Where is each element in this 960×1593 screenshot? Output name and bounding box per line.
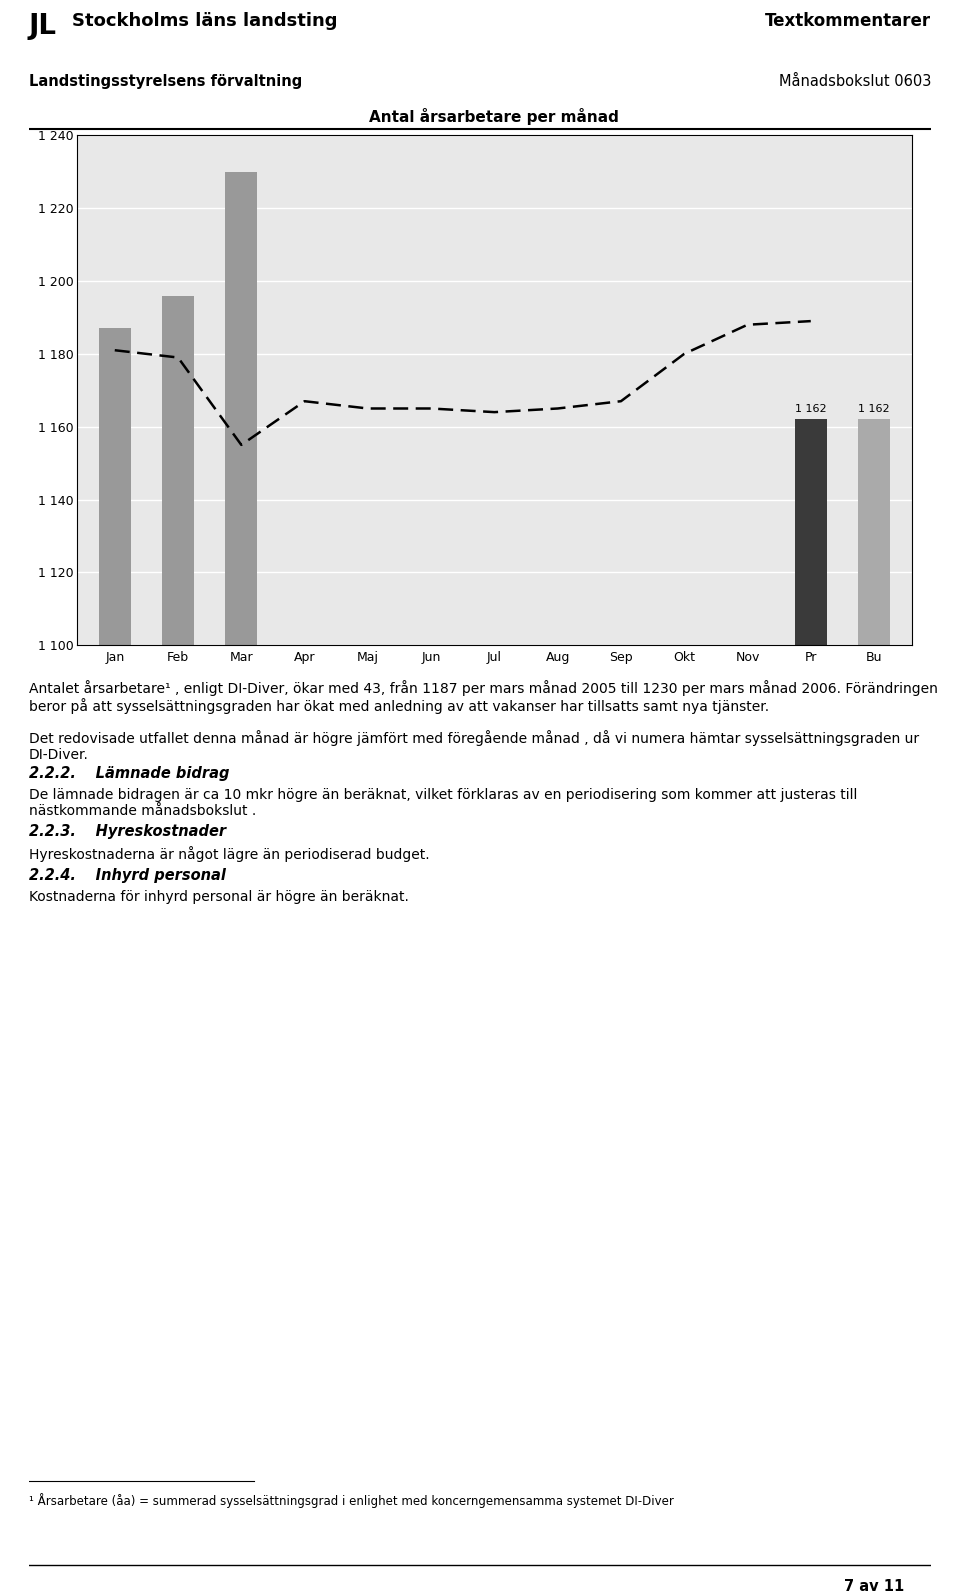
Bar — [99, 328, 131, 645]
Text: ¹ Årsarbetare (åa) = summerad sysselsättningsgrad i enlighet med koncerngemensam: ¹ Årsarbetare (åa) = summerad sysselsätt… — [29, 1493, 674, 1509]
Text: 7 av 11: 7 av 11 — [844, 1579, 904, 1593]
Bar — [858, 419, 890, 645]
Text: Det redovisade utfallet denna månad är högre jämfört med föregående månad , då v: Det redovisade utfallet denna månad är h… — [29, 730, 919, 761]
Text: Månadsbokslut 0603: Månadsbokslut 0603 — [779, 73, 931, 89]
Text: 2.2.2.  Lämnade bidrag: 2.2.2. Lämnade bidrag — [29, 766, 229, 781]
Text: 2.2.4.  Inhyrd personal: 2.2.4. Inhyrd personal — [29, 868, 226, 883]
Text: Hyreskostnaderna är något lägre än periodiserad budget.: Hyreskostnaderna är något lägre än perio… — [29, 846, 429, 862]
Text: JL: JL — [29, 11, 57, 40]
Text: 2.2.3.  Hyreskostnader: 2.2.3. Hyreskostnader — [29, 824, 226, 840]
Bar — [795, 419, 827, 645]
Text: 1 162: 1 162 — [795, 405, 827, 414]
Text: De lämnade bidragen är ca 10 mkr högre än beräknat, vilket förklaras av en perio: De lämnade bidragen är ca 10 mkr högre ä… — [29, 787, 857, 817]
Text: Landstingsstyrelsens förvaltning: Landstingsstyrelsens förvaltning — [29, 73, 302, 89]
Text: Kostnaderna för inhyrd personal är högre än beräknat.: Kostnaderna för inhyrd personal är högre… — [29, 890, 409, 903]
Title: Antal årsarbetare per månad: Antal årsarbetare per månad — [370, 107, 619, 124]
Text: Textkommentarer: Textkommentarer — [765, 11, 931, 30]
Bar — [162, 296, 194, 645]
Text: Antalet årsarbetare¹ , enligt DI-Diver, ökar med 43, från 1187 per mars månad 20: Antalet årsarbetare¹ , enligt DI-Diver, … — [29, 680, 938, 714]
Text: Stockholms läns landsting: Stockholms läns landsting — [72, 11, 338, 30]
Bar — [226, 172, 257, 645]
Text: 1 162: 1 162 — [858, 405, 890, 414]
